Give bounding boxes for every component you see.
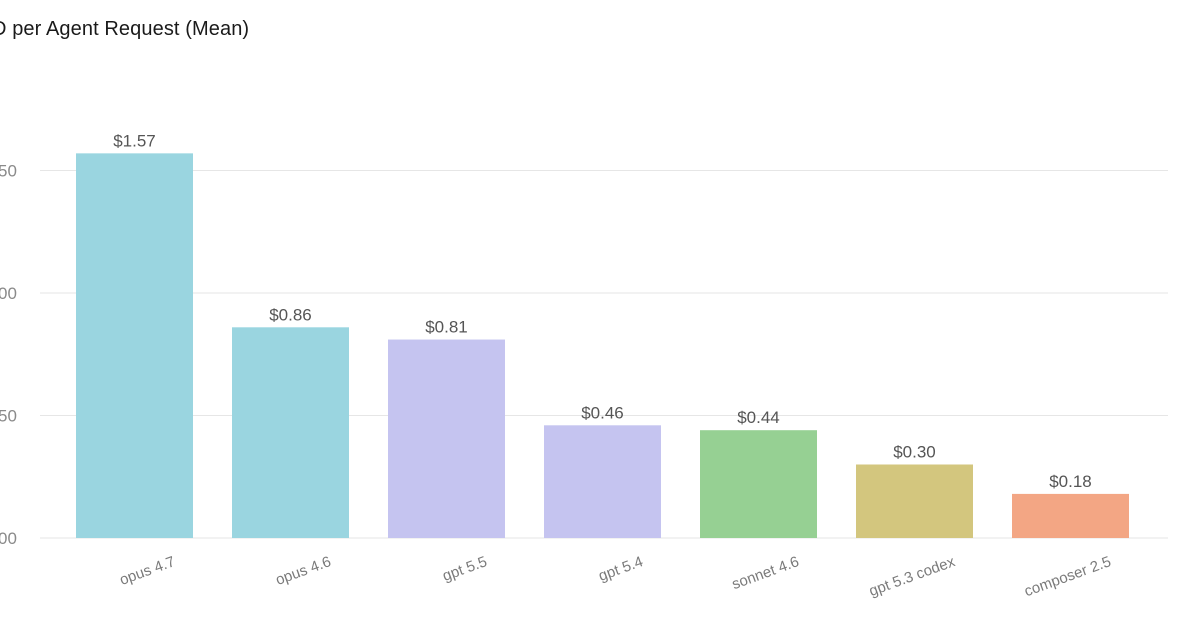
category-label-2: gpt 5.5 [440, 553, 489, 585]
y-tick-label-0: 00 [0, 529, 17, 548]
chart-title: D per Agent Request (Mean) [0, 18, 250, 40]
category-label-5: gpt 5.3 codex [867, 553, 958, 600]
data-label-5: $0.30 [893, 443, 936, 462]
data-label-2: $0.81 [425, 318, 468, 337]
bars-layer [76, 153, 1129, 538]
category-label-0: opus 4.7 [117, 553, 177, 589]
category-label-6: composer 2.5 [1022, 553, 1113, 600]
bar-0 [76, 153, 193, 538]
y-tick-label-3: 50 [0, 162, 17, 181]
y-tick-label-1: 50 [0, 407, 17, 426]
bar-1 [232, 327, 349, 538]
data-label-1: $0.86 [269, 305, 312, 324]
bar-4 [700, 430, 817, 538]
bar-3 [544, 425, 661, 538]
category-label-3: gpt 5.4 [596, 553, 645, 585]
category-label-4: sonnet 4.6 [730, 553, 802, 593]
category-label-1: opus 4.6 [273, 553, 333, 589]
bar-5 [856, 464, 973, 538]
data-label-4: $0.44 [737, 408, 780, 427]
y-tick-label-2: 00 [0, 284, 17, 303]
bar-2 [388, 339, 505, 538]
bar-6 [1012, 493, 1129, 538]
data-label-6: $0.18 [1049, 472, 1092, 491]
data-label-0: $1.57 [113, 131, 156, 150]
data-label-3: $0.46 [581, 403, 624, 422]
